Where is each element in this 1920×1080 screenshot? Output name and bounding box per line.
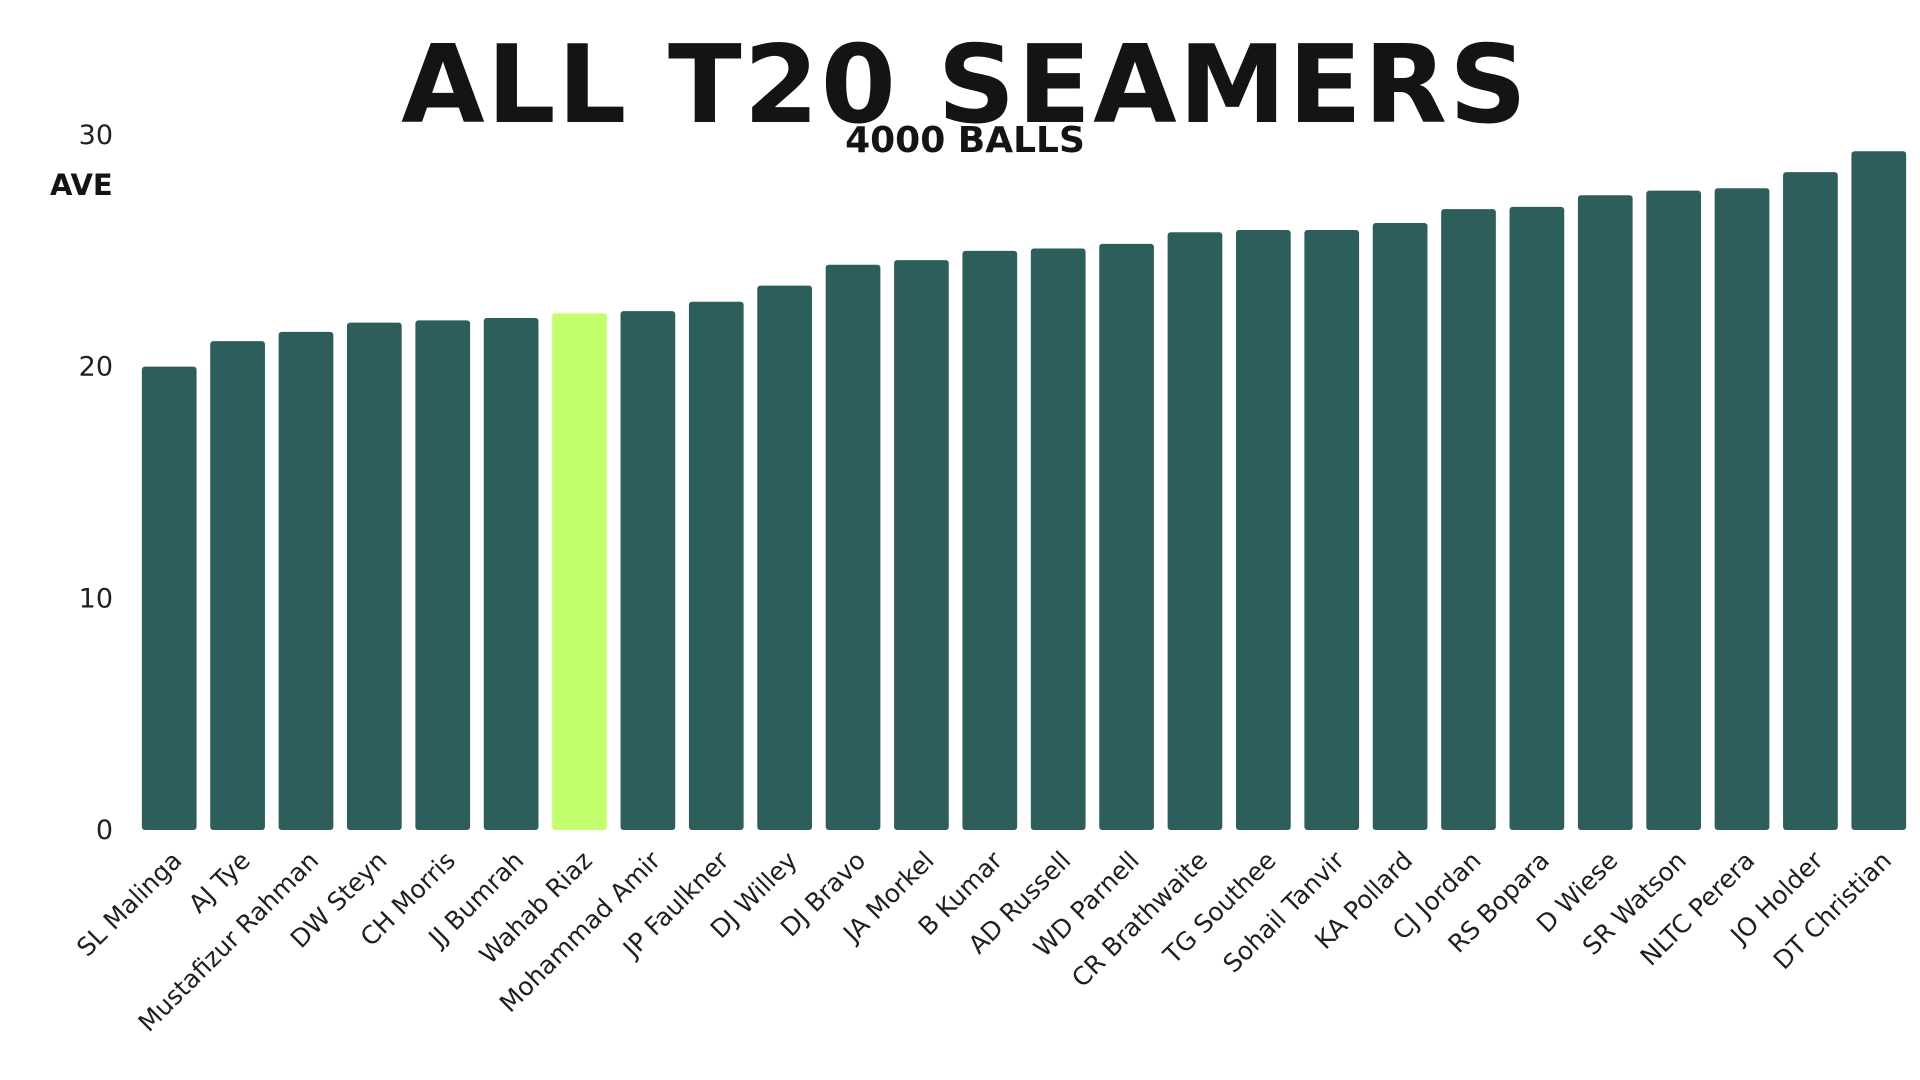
y-tick-label: 10 [79, 583, 113, 614]
bar-nltc-perera [1714, 188, 1770, 830]
bar-wd-parnell [1099, 243, 1154, 830]
bar-cr-brathwaite [1167, 232, 1223, 831]
bar-b-kumar [962, 250, 1018, 830]
bar-jo-holder [1783, 172, 1838, 830]
bar-sohail-tanvir [1304, 229, 1360, 831]
bar-dt-christian [1851, 151, 1907, 831]
chart-title: ALL T20 SEAMERS [401, 23, 1529, 148]
bar-mohammad-amir [620, 311, 676, 830]
bar-jp-faulkner [688, 301, 744, 830]
bar-dw-steyn [346, 322, 402, 830]
y-tick-label: 0 [96, 815, 113, 846]
bar-jj-bumrah [483, 318, 539, 830]
bar-aj-tye [210, 341, 265, 830]
bar-ja-morkel [894, 260, 949, 831]
bar-d-wiese [1577, 195, 1633, 831]
bar-dj-bravo [825, 264, 881, 831]
bar-sr-watson [1646, 190, 1702, 831]
bar-wahab-riaz [552, 313, 607, 830]
bar-tg-southee [1235, 229, 1291, 831]
bar-mustafizur-rahman [278, 331, 334, 830]
bar-ad-russell [1030, 248, 1086, 830]
bar-cj-jordan [1441, 209, 1496, 830]
bar-ka-pollard [1372, 223, 1428, 830]
bar-ch-morris [415, 320, 471, 830]
y-axis: 0 10 20 30 [79, 120, 113, 846]
bars [141, 151, 1907, 831]
bar-sl-malinga [141, 366, 197, 830]
y-axis-label: AVE [50, 168, 113, 202]
chart-subtitle: 4000 BALLS [845, 120, 1085, 161]
x-tick-label: DT Christian [1768, 846, 1897, 975]
y-tick-label: 30 [79, 120, 113, 151]
y-tick-label: 20 [79, 352, 113, 383]
x-tick-label: SL Malinga [71, 846, 187, 962]
bar-dj-willey [757, 285, 813, 831]
bar-rs-bopara [1509, 206, 1565, 830]
